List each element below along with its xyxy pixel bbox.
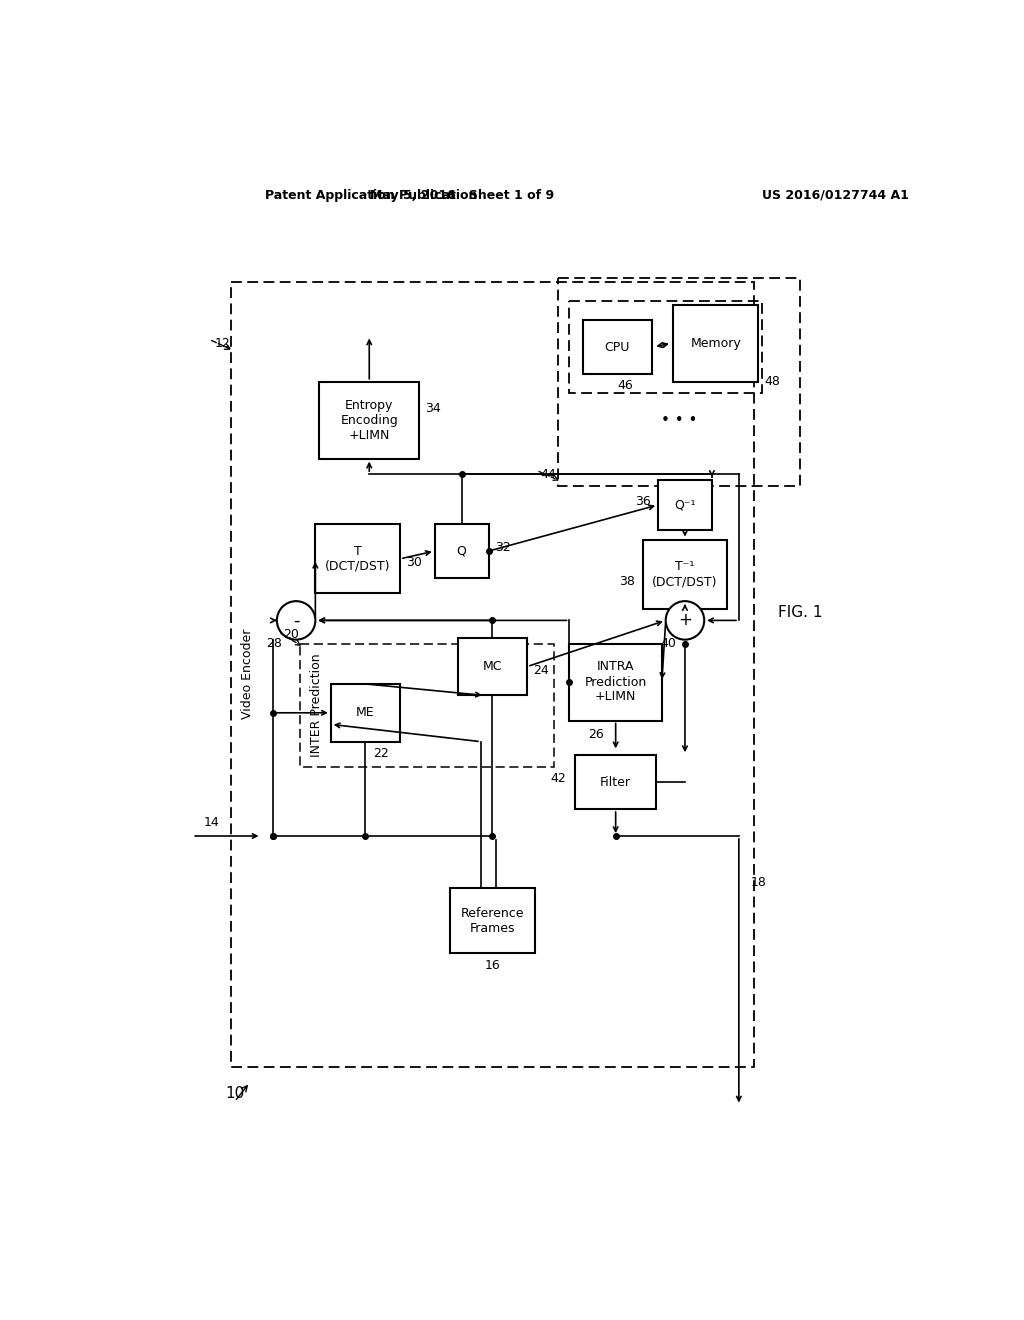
Text: 40: 40 — [660, 638, 676, 649]
Text: 46: 46 — [617, 379, 633, 392]
Text: INTER Prediction: INTER Prediction — [310, 653, 324, 756]
Bar — [451, 888, 535, 953]
Text: 10: 10 — [225, 1086, 244, 1101]
Bar — [674, 305, 758, 381]
Bar — [300, 644, 554, 767]
Text: 22: 22 — [373, 747, 389, 760]
Text: Q⁻¹: Q⁻¹ — [674, 499, 695, 511]
Bar — [569, 644, 662, 721]
Text: Memory: Memory — [690, 337, 741, 350]
Bar — [230, 281, 755, 1067]
Text: +: + — [678, 611, 692, 630]
Text: Patent Application Publication: Patent Application Publication — [265, 189, 477, 202]
Text: • • •: • • • — [662, 413, 697, 428]
Bar — [643, 540, 727, 609]
Text: 42: 42 — [551, 772, 566, 785]
Text: 44: 44 — [541, 467, 557, 480]
Bar — [569, 301, 762, 393]
Text: FIG. 1: FIG. 1 — [778, 605, 822, 620]
Bar — [658, 480, 712, 529]
Bar — [575, 755, 656, 809]
Text: 12: 12 — [215, 337, 230, 350]
Circle shape — [666, 601, 705, 640]
Text: 32: 32 — [495, 541, 510, 554]
Text: 26: 26 — [589, 727, 604, 741]
Text: CPU: CPU — [604, 341, 630, 354]
Bar — [435, 524, 488, 578]
Text: 30: 30 — [406, 556, 422, 569]
Text: Reference
Frames: Reference Frames — [461, 907, 524, 935]
Text: 28: 28 — [266, 638, 283, 649]
Text: Entropy
Encoding
+LIMN: Entropy Encoding +LIMN — [340, 399, 398, 442]
Text: T⁻¹
(DCT/DST): T⁻¹ (DCT/DST) — [652, 560, 718, 589]
Text: 16: 16 — [484, 960, 501, 973]
Bar — [583, 321, 652, 374]
Text: May 5, 2016   Sheet 1 of 9: May 5, 2016 Sheet 1 of 9 — [370, 189, 554, 202]
Bar — [558, 277, 801, 486]
Text: -: - — [293, 611, 299, 630]
Text: MC: MC — [482, 660, 502, 673]
Bar — [458, 638, 527, 696]
Text: ME: ME — [356, 706, 375, 719]
Circle shape — [276, 601, 315, 640]
Bar — [331, 684, 400, 742]
Bar — [319, 381, 419, 459]
Text: 18: 18 — [751, 875, 766, 888]
Text: 38: 38 — [620, 576, 635, 589]
Text: 20: 20 — [283, 628, 299, 640]
Text: 48: 48 — [764, 375, 780, 388]
Text: 34: 34 — [425, 403, 441, 416]
Text: 24: 24 — [534, 664, 549, 677]
Text: T
(DCT/DST): T (DCT/DST) — [325, 545, 390, 573]
Text: Filter: Filter — [600, 776, 631, 788]
Text: Video Encoder: Video Encoder — [241, 630, 254, 719]
Text: 36: 36 — [635, 495, 650, 508]
Text: Q: Q — [457, 545, 467, 557]
Text: 14: 14 — [204, 816, 219, 829]
Text: INTRA
Prediction
+LIMN: INTRA Prediction +LIMN — [585, 660, 647, 704]
Bar — [315, 524, 400, 594]
Text: US 2016/0127744 A1: US 2016/0127744 A1 — [762, 189, 909, 202]
